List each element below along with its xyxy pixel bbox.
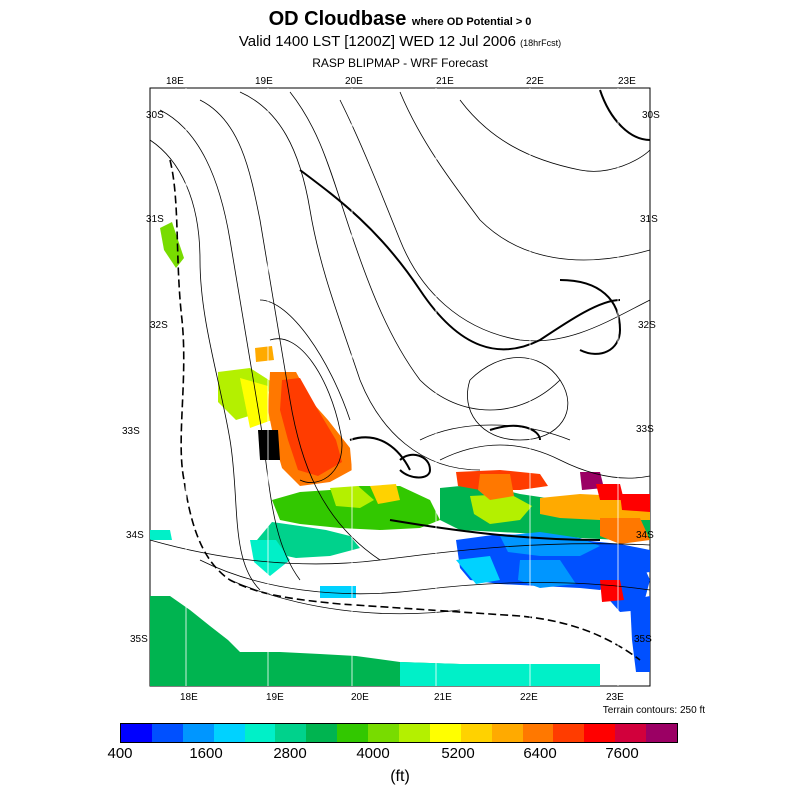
colorbar-swatch: [368, 724, 400, 742]
colorbar-swatch: [182, 724, 214, 742]
right-lat-label: 34S: [636, 530, 654, 541]
cloudbase-shading: [150, 222, 650, 686]
bottom-lon-label: 21E: [434, 692, 452, 703]
right-lat-label: 31S: [640, 214, 658, 225]
colorbar-swatch: [491, 724, 523, 742]
left-lat-label: 34S: [126, 530, 144, 541]
right-lat-label: 33S: [636, 424, 654, 435]
colorbar-swatch: [306, 724, 338, 742]
colorbar-swatch: [460, 724, 492, 742]
colorbar-label: 7600: [605, 745, 639, 762]
colorbar-label: 1600: [189, 745, 223, 762]
colorbar-swatch: [646, 724, 678, 742]
colorbar-swatch: [337, 724, 369, 742]
colorbar-swatch: [213, 724, 245, 742]
subtitle: RASP BLIPMAP - WRF Forecast: [312, 56, 488, 70]
colorbar-swatch: [615, 724, 647, 742]
chart-title: OD Cloudbase where OD Potential > 0: [268, 8, 532, 30]
colorbar-swatch: [121, 724, 152, 742]
thick-contours: [299, 89, 651, 541]
terrain-contours: [149, 91, 651, 615]
bottom-lon-label: 18E: [180, 692, 198, 703]
coastline: [169, 159, 641, 661]
colorbar-swatch: [553, 724, 585, 742]
colorbar-swatch: [429, 724, 461, 742]
colorbar-unit: (ft): [390, 768, 410, 785]
colorbar-swatch: [244, 724, 276, 742]
colorbar-swatch: [151, 724, 183, 742]
valid-time: Valid 1400 LST [1200Z] WED 12 Jul 2006 (…: [238, 33, 562, 50]
top-lon-label: 19E: [255, 76, 273, 87]
top-lon-label: 22E: [526, 76, 544, 87]
colorbar-label: 4000: [356, 745, 390, 762]
graticule: [185, 88, 619, 686]
top-lon-label: 23E: [618, 76, 636, 87]
colorbar-label: 400: [107, 745, 133, 762]
colorbar-label: 2800: [273, 745, 307, 762]
colorbar-swatch: [584, 724, 616, 742]
top-lon-label: 21E: [436, 76, 454, 87]
left-lat-label: 35S: [130, 634, 148, 645]
right-lat-label: 32S: [638, 320, 656, 331]
colorbar: [120, 723, 678, 743]
top-lon-label: 18E: [166, 76, 184, 87]
left-lat-label: 30S: [146, 110, 164, 121]
bottom-lon-label: 20E: [351, 692, 369, 703]
left-lat-label: 32S: [150, 320, 168, 331]
left-lat-label: 33S: [122, 426, 140, 437]
bottom-lon-label: 23E: [606, 692, 624, 703]
colorbar-swatch: [522, 724, 554, 742]
colorbar-swatch: [399, 724, 430, 742]
bottom-lon-label: 22E: [520, 692, 538, 703]
bottom-lon-label: 19E: [266, 692, 284, 703]
right-lat-label: 30S: [642, 110, 660, 121]
colorbar-label: 6400: [523, 745, 557, 762]
top-lon-label: 20E: [345, 76, 363, 87]
terrain-note: Terrain contours: 250 ft: [602, 705, 705, 716]
colorbar-swatch: [275, 724, 307, 742]
colorbar-label: 5200: [441, 745, 475, 762]
left-lat-label: 31S: [146, 214, 164, 225]
right-lat-label: 35S: [634, 634, 652, 645]
